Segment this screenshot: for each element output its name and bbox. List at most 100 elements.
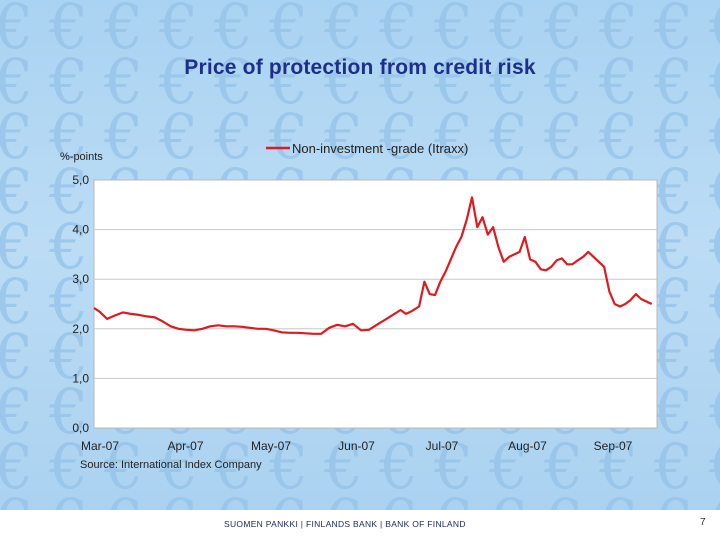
x-tick-label: May-07 (251, 439, 291, 453)
series-line (93, 196, 653, 335)
y-tick-label: 5,0 (72, 173, 89, 187)
euro-glyph: € (708, 320, 720, 393)
euro-glyph: € (48, 375, 88, 448)
euro-glyph: € (103, 0, 143, 63)
footer-bar (0, 510, 720, 540)
euro-glyph: € (653, 210, 693, 283)
euro-glyph: € (433, 0, 473, 63)
euro-glyph: € (708, 485, 720, 510)
euro-glyph: € (378, 45, 418, 118)
euro-glyph: € (0, 45, 33, 118)
y-tick-label: 3,0 (72, 272, 89, 286)
line-chart: 0,0 1,0 2,0 3,0 4,0 5,0 Mar-07 Apr-07 May-07 Jun… (60, 141, 658, 453)
euro-glyph: € (708, 210, 720, 283)
euro-glyph: € (213, 430, 253, 503)
euro-glyph: € (103, 45, 143, 118)
y-tick-label: 0,0 (72, 421, 89, 435)
footer-bank-name: SUOMEN PANKKI | FINLANDS BANK | BANK OF … (224, 519, 466, 529)
euro-glyph: € (543, 45, 583, 118)
euro-glyph: € (653, 265, 693, 338)
euro-glyph: € (708, 430, 720, 503)
euro-glyph: € (433, 100, 473, 173)
slide-title: Price of protection from credit risk (184, 56, 536, 79)
euro-glyph: € (598, 430, 638, 503)
euro-glyph: € (213, 0, 253, 63)
euro-glyph: € (323, 485, 363, 510)
euro-glyph: € (323, 100, 363, 173)
euro-glyph: € (48, 45, 88, 118)
euro-glyph: € (268, 45, 308, 118)
euro-glyph: € (48, 265, 88, 338)
series-layer (93, 196, 653, 335)
euro-glyph: € (488, 45, 528, 118)
legend-label: Non-investment -grade (Itraxx) (292, 141, 468, 156)
euro-glyph: € (598, 0, 638, 63)
euro-glyph: € (48, 210, 88, 283)
euro-glyph: € (268, 100, 308, 173)
legend: Non-investment -grade (Itraxx) (266, 141, 468, 156)
page-number: 7 (700, 517, 706, 528)
euro-glyph: € (48, 155, 88, 228)
euro-glyph: € (378, 485, 418, 510)
euro-glyph: € (543, 100, 583, 173)
euro-glyph: € (0, 265, 33, 338)
euro-glyph: € (378, 100, 418, 173)
euro-glyph: € (708, 100, 720, 173)
y-axis-label: %-points (60, 151, 103, 163)
euro-glyph: € (488, 485, 528, 510)
y-axis-ticks: 0,0 1,0 2,0 3,0 4,0 5,0 (72, 173, 89, 435)
euro-glyph: € (0, 320, 33, 393)
euro-glyph: € (268, 0, 308, 63)
euro-glyph: € (48, 485, 88, 510)
y-tick-label: 4,0 (72, 223, 89, 237)
euro-glyph: € (488, 430, 528, 503)
x-axis-ticks: Mar-07 Apr-07 May-07 Jun-07 Jul-07 Aug-07 Sep-… (81, 439, 633, 453)
euro-glyph: € (708, 45, 720, 118)
euro-glyph: € (323, 0, 363, 63)
euro-glyph: € (213, 100, 253, 173)
euro-glyph: € (213, 45, 253, 118)
euro-glyph: € (708, 155, 720, 228)
euro-glyph: € (433, 45, 473, 118)
source-note: Source: International Index Company (80, 459, 262, 471)
euro-glyph: € (158, 430, 198, 503)
euro-glyph: € (433, 430, 473, 503)
plot-area (93, 179, 658, 429)
euro-glyph: € (433, 485, 473, 510)
euro-glyph: € (48, 100, 88, 173)
euro-glyph: € (653, 485, 693, 510)
euro-glyph: € (598, 45, 638, 118)
euro-glyph: € (213, 485, 253, 510)
euro-glyph: € (0, 210, 33, 283)
euro-glyph: € (48, 430, 88, 503)
euro-glyph: € (543, 430, 583, 503)
euro-glyph: € (103, 485, 143, 510)
euro-glyph: € (158, 0, 198, 63)
euro-glyph: € (103, 430, 143, 503)
x-tick-label: Apr-07 (167, 439, 203, 453)
euro-glyph: € (323, 45, 363, 118)
euro-glyph: € (158, 100, 198, 173)
x-tick-label: Aug-07 (508, 439, 547, 453)
euro-glyph: € (598, 100, 638, 173)
euro-glyph: € (653, 430, 693, 503)
euro-glyph: € (378, 0, 418, 63)
y-tick-label: 2,0 (72, 322, 89, 336)
euro-glyph: € (48, 0, 88, 63)
euro-glyph: € (378, 430, 418, 503)
y-tick-label: 1,0 (72, 371, 89, 385)
euro-glyph: € (488, 0, 528, 63)
euro-glyph: € (708, 0, 720, 63)
x-tick-label: Sep-07 (594, 439, 633, 453)
euro-glyph: € (708, 265, 720, 338)
euro-glyph: € (543, 0, 583, 63)
euro-glyph: € (0, 375, 33, 448)
euro-glyph: € (0, 155, 33, 228)
euro-glyph: € (103, 100, 143, 173)
euro-glyph: € (653, 320, 693, 393)
euro-glyph: € (0, 100, 33, 173)
euro-glyph: € (0, 0, 33, 63)
euro-glyph: € (653, 100, 693, 173)
euro-glyph: € (653, 45, 693, 118)
euro-glyph: € (268, 485, 308, 510)
